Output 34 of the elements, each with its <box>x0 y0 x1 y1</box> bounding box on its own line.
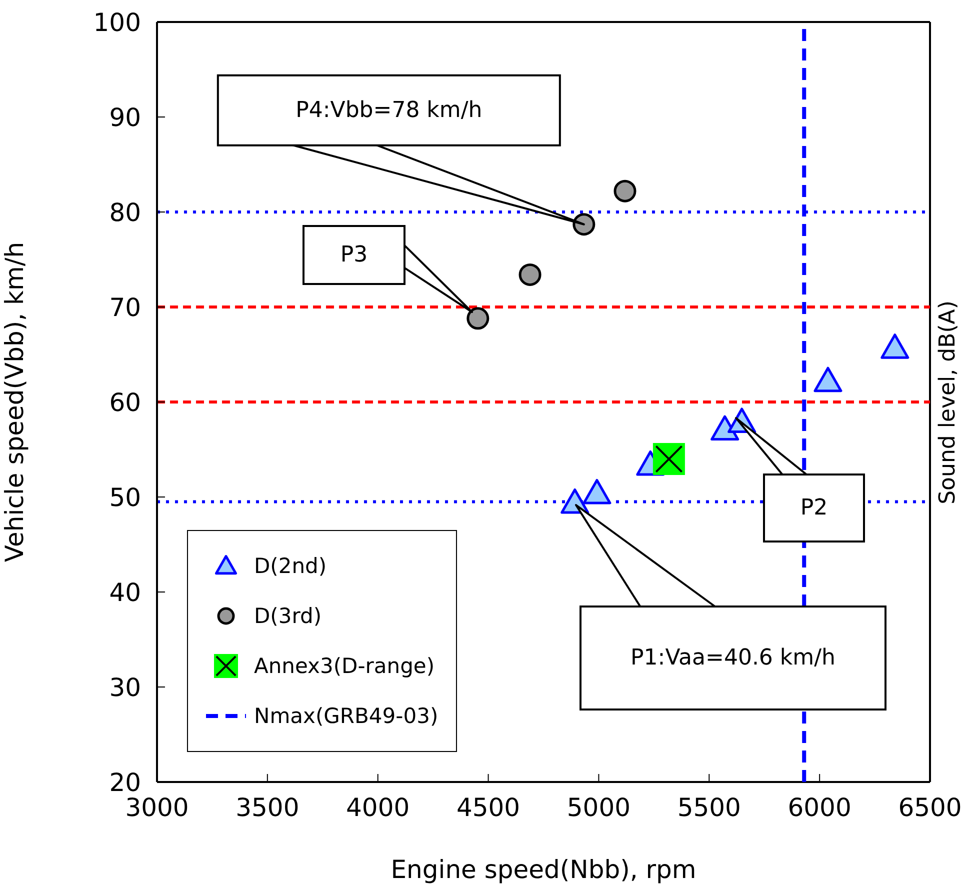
point <box>880 334 910 359</box>
y-tick-label: 90 <box>109 102 141 132</box>
point <box>814 366 842 392</box>
x-axis-title: Engine speed(Nbb), rpm <box>390 855 696 884</box>
legend-label: D(2nd) <box>254 554 327 578</box>
y2-axis-title: Sound level, dB(A) <box>935 300 960 504</box>
point <box>466 307 490 330</box>
annotation: P2 <box>800 496 828 520</box>
y-axis-title: Vehicle speed(Vbb), km/h <box>0 242 29 562</box>
x-tick-label: 5000 <box>566 792 631 822</box>
x-tick-label: 6000 <box>788 792 852 822</box>
y-tick-label: 80 <box>109 198 141 227</box>
point <box>518 263 542 286</box>
y-tick-label: 30 <box>109 672 141 702</box>
legend-label: Nmax(GRB49-03) <box>254 704 438 728</box>
point <box>582 478 612 504</box>
y-tick-label: 70 <box>109 292 141 322</box>
legend-label: D(3rd) <box>254 604 322 628</box>
y-tick-label: 50 <box>109 482 141 512</box>
y-tick-label: 100 <box>93 8 141 37</box>
x-tick-label: 4000 <box>346 792 410 822</box>
x-tick-label: 5500 <box>677 792 741 822</box>
point <box>614 180 636 202</box>
y-tick-label: 40 <box>109 578 141 607</box>
x-tick-label: 4500 <box>456 792 520 822</box>
y-tick-label: 60 <box>109 388 141 417</box>
x-tick-label: 3500 <box>236 792 300 822</box>
annotation: P4:Vbb=78 km/h <box>296 98 482 123</box>
point <box>572 213 596 236</box>
annotation: P1:Vaa=40.6 km/h <box>630 646 836 670</box>
point <box>710 415 740 441</box>
x-tick-label: 6500 <box>898 792 962 822</box>
annotation: P3 <box>340 242 368 268</box>
legend-label: Annex3(D-range) <box>254 654 435 678</box>
